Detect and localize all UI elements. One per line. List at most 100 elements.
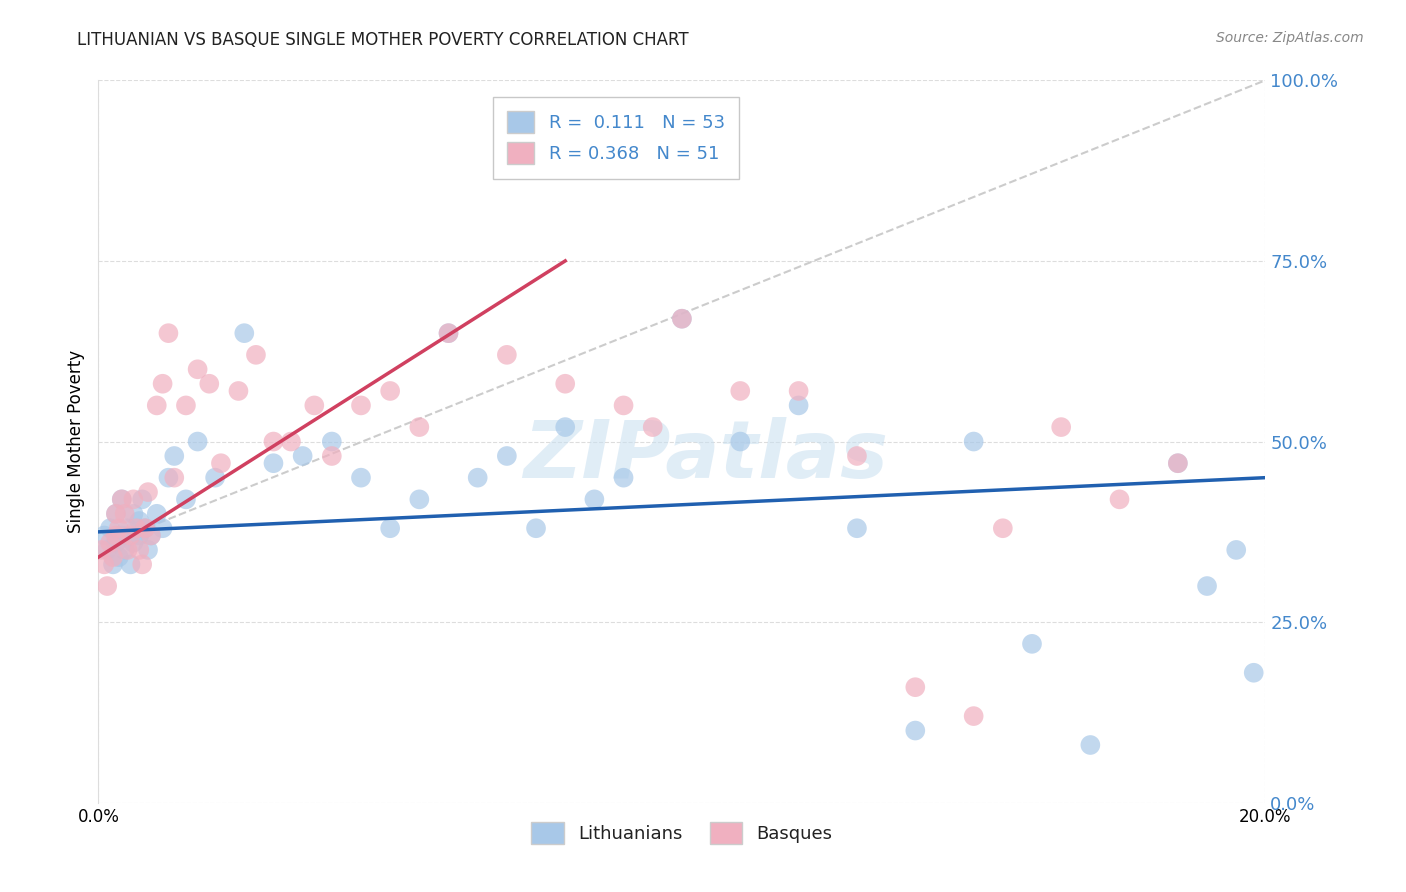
Point bbox=[128, 528, 150, 542]
Point bbox=[131, 558, 153, 572]
Point bbox=[1021, 637, 1043, 651]
Point bbox=[187, 434, 209, 449]
Point bbox=[111, 528, 134, 542]
Point bbox=[104, 535, 127, 549]
Text: LITHUANIAN VS BASQUE SINGLE MOTHER POVERTY CORRELATION CHART: LITHUANIAN VS BASQUE SINGLE MOTHER POVER… bbox=[77, 31, 689, 49]
Point bbox=[245, 348, 267, 362]
Point bbox=[380, 384, 402, 398]
Legend: Lithuanians, Basques: Lithuanians, Basques bbox=[524, 815, 839, 852]
Point bbox=[304, 398, 326, 412]
Point bbox=[1080, 738, 1102, 752]
Point bbox=[104, 507, 127, 521]
Point bbox=[846, 521, 869, 535]
Point bbox=[96, 579, 118, 593]
Point bbox=[554, 376, 576, 391]
Point bbox=[350, 398, 373, 412]
Point bbox=[263, 434, 285, 449]
Point bbox=[496, 449, 519, 463]
Point bbox=[152, 521, 174, 535]
Point bbox=[120, 558, 142, 572]
Point bbox=[730, 434, 752, 449]
Point bbox=[108, 550, 131, 565]
Point bbox=[1167, 456, 1189, 470]
Point bbox=[408, 492, 430, 507]
Text: Source: ZipAtlas.com: Source: ZipAtlas.com bbox=[1216, 31, 1364, 45]
Point bbox=[846, 449, 869, 463]
Point bbox=[730, 384, 752, 398]
Point bbox=[904, 680, 927, 694]
Point bbox=[128, 514, 150, 528]
Point bbox=[671, 311, 693, 326]
Point bbox=[1050, 420, 1073, 434]
Point bbox=[174, 398, 197, 412]
Point bbox=[101, 558, 124, 572]
Point bbox=[467, 471, 489, 485]
Point bbox=[280, 434, 302, 449]
Point bbox=[1197, 579, 1219, 593]
Point bbox=[114, 507, 136, 521]
Point bbox=[671, 311, 693, 326]
Point bbox=[134, 521, 156, 535]
Point bbox=[146, 398, 169, 412]
Point bbox=[114, 542, 136, 557]
Point bbox=[1167, 456, 1189, 470]
Point bbox=[198, 376, 221, 391]
Text: ZIPatlas: ZIPatlas bbox=[523, 417, 887, 495]
Point bbox=[157, 326, 180, 341]
Point bbox=[93, 558, 115, 572]
Point bbox=[321, 434, 343, 449]
Point bbox=[96, 542, 118, 557]
Point bbox=[104, 528, 127, 542]
Point bbox=[98, 535, 121, 549]
Point bbox=[163, 449, 186, 463]
Point bbox=[152, 376, 174, 391]
Point bbox=[146, 507, 169, 521]
Point bbox=[787, 398, 810, 412]
Point bbox=[350, 471, 373, 485]
Point bbox=[93, 528, 115, 542]
Point bbox=[122, 492, 145, 507]
Point bbox=[228, 384, 250, 398]
Point bbox=[583, 492, 606, 507]
Point bbox=[117, 521, 139, 535]
Point bbox=[111, 492, 134, 507]
Point bbox=[613, 398, 636, 412]
Point bbox=[1243, 665, 1265, 680]
Point bbox=[139, 528, 162, 542]
Point bbox=[122, 535, 145, 549]
Point bbox=[263, 456, 285, 470]
Point bbox=[408, 420, 430, 434]
Point bbox=[1225, 542, 1247, 557]
Point bbox=[163, 471, 186, 485]
Point bbox=[187, 362, 209, 376]
Point bbox=[157, 471, 180, 485]
Point bbox=[209, 456, 232, 470]
Point bbox=[108, 521, 131, 535]
Point bbox=[111, 492, 134, 507]
Point bbox=[104, 507, 127, 521]
Point bbox=[787, 384, 810, 398]
Point bbox=[139, 528, 162, 542]
Point bbox=[962, 709, 984, 723]
Point bbox=[1108, 492, 1130, 507]
Point bbox=[125, 521, 148, 535]
Point bbox=[321, 449, 343, 463]
Point bbox=[98, 521, 121, 535]
Point bbox=[120, 528, 142, 542]
Point bbox=[131, 492, 153, 507]
Point bbox=[174, 492, 197, 507]
Point bbox=[641, 420, 664, 434]
Point bbox=[904, 723, 927, 738]
Point bbox=[204, 471, 226, 485]
Point bbox=[136, 485, 159, 500]
Point bbox=[117, 542, 139, 557]
Point bbox=[613, 471, 636, 485]
Y-axis label: Single Mother Poverty: Single Mother Poverty bbox=[66, 350, 84, 533]
Point bbox=[437, 326, 460, 341]
Point bbox=[136, 542, 159, 557]
Point bbox=[554, 420, 576, 434]
Point bbox=[991, 521, 1014, 535]
Point bbox=[291, 449, 314, 463]
Point bbox=[233, 326, 256, 341]
Point bbox=[437, 326, 460, 341]
